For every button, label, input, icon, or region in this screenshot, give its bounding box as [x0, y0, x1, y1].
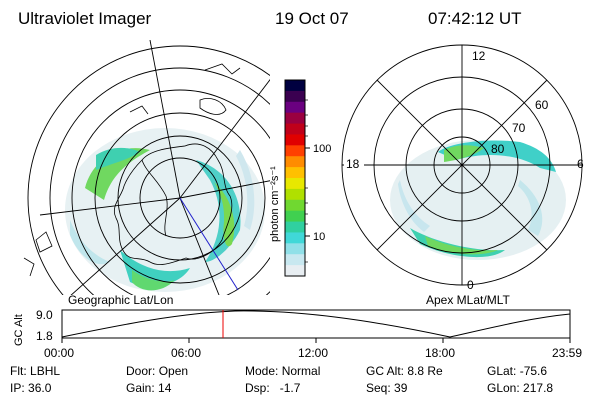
colorbar-segment	[285, 243, 305, 255]
aurora-region	[398, 180, 430, 232]
header-time: 07:42:12 UT	[428, 9, 522, 28]
aurora-region	[132, 270, 175, 291]
geographic-map	[23, 40, 270, 295]
altitude-plot: GC Alt 9.0 1.8 00:00 06:00 12:00 18:00 2…	[13, 308, 582, 360]
altitude-ytick: 1.8	[36, 329, 53, 343]
aurora-region	[410, 228, 505, 258]
left-map-caption: Geographic Lat/Lon	[68, 293, 173, 307]
colorbar-segment	[285, 101, 305, 114]
mlat-label: 60	[535, 98, 549, 112]
altitude-xtick: 06:00	[171, 346, 201, 360]
door-readout: Door: Open	[126, 364, 189, 378]
colorbar-segment	[285, 145, 305, 157]
altitude-xtick: 23:59	[552, 346, 582, 360]
altitude-xtick: 18:00	[425, 346, 455, 360]
colorbar-segment	[285, 265, 305, 277]
colorbar-segment	[285, 254, 305, 266]
colorbar-segment	[285, 210, 305, 223]
colorbar-segment	[285, 199, 305, 212]
colorbar-segment	[285, 80, 305, 92]
aurora-region	[236, 150, 255, 230]
colorbar-segment	[285, 123, 305, 136]
colorbar-segment	[285, 134, 305, 146]
mlt-label-dawn: 6	[577, 157, 584, 171]
seq-readout: Seq: 39	[366, 381, 408, 395]
mode-readout: Mode: Normal	[245, 364, 321, 378]
colorbar-segment	[285, 90, 305, 103]
colorbar-segment	[285, 156, 305, 168]
header-date: 19 Oct 07	[275, 9, 349, 28]
gain-readout: Gain: 14	[126, 381, 172, 395]
colorbar	[285, 80, 305, 277]
colorbar-segment	[285, 112, 305, 125]
aurora-region	[214, 182, 235, 247]
apex-map: 12 18 6 0 60 70 80	[341, 44, 584, 292]
aurora-region	[425, 236, 498, 255]
colorbar-segment	[285, 188, 305, 201]
right-map-caption: Apex MLat/MLT	[426, 293, 510, 307]
colorbar-tick-label: 100	[313, 143, 331, 155]
mlat-label: 70	[512, 121, 526, 135]
altitude-ylabel: GC Alt	[13, 314, 25, 346]
altitude-ytick: 9.0	[36, 308, 53, 322]
colorbar-segment	[285, 232, 305, 244]
colorbar-tick-label: 10	[313, 231, 325, 243]
colorbar-segment	[285, 167, 305, 179]
aurora-region	[70, 220, 110, 265]
colorbar-segment	[285, 221, 305, 234]
aurora-region	[85, 148, 150, 200]
aurora-region	[518, 180, 543, 236]
altitude-curve	[61, 310, 571, 338]
altitude-xtick: 12:00	[298, 346, 328, 360]
mlt-label-noon: 12	[472, 49, 486, 63]
glon-readout: GLon: 217.8	[487, 381, 554, 395]
terminator-line	[179, 197, 239, 291]
filter-readout: Flt: LBHL	[10, 364, 61, 378]
mlt-label-midnight: 0	[467, 278, 474, 292]
aurora-region	[96, 147, 140, 170]
altitude-xtick: 00:00	[44, 346, 74, 360]
aurora-region	[444, 145, 484, 162]
dsp-readout: Dsp: -1.7	[245, 381, 301, 395]
mlat-label: 80	[491, 142, 505, 156]
colorbar-segment	[285, 178, 305, 190]
colorbar-unit-label: photon cm⁻²s⁻¹	[269, 166, 281, 242]
gc-alt-readout: GC Alt: 8.8 Re	[366, 364, 443, 378]
colorbar-frame	[284, 79, 306, 277]
ip-readout: IP: 36.0	[10, 381, 52, 395]
instrument-title: Ultraviolet Imager	[18, 9, 152, 28]
mlt-label-dusk: 18	[346, 157, 360, 171]
glat-readout: GLat: -75.6	[487, 364, 548, 378]
